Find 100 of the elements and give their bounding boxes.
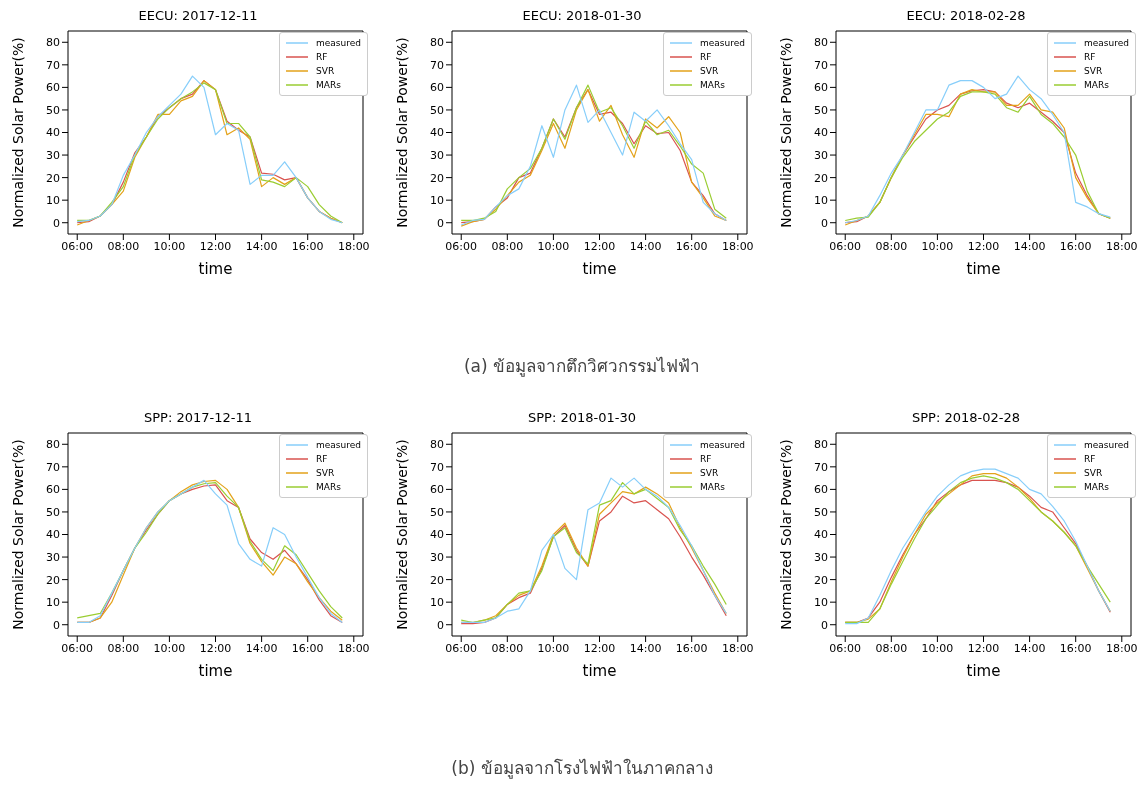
y-tick-label: 0 [821, 216, 828, 230]
x-tick-label: 06:00 [445, 239, 478, 253]
x-tick-label: 12:00 [583, 239, 616, 253]
legend-label: RF [700, 52, 712, 62]
x-tick-label: 10:00 [153, 641, 186, 655]
legend-label: SVR [700, 468, 719, 478]
y-tick-label: 10 [46, 194, 60, 208]
x-tick-label: 18:00 [1105, 641, 1137, 655]
x-tick-label: 18:00 [721, 239, 754, 253]
y-tick-label: 80 [46, 438, 60, 452]
legend-label: measured [1084, 440, 1129, 450]
x-tick-label: 06:00 [445, 641, 478, 655]
text: (b) ข้อมูลจากโรงไฟฟ้าในภาคกลาง [451, 757, 713, 781]
x-tick-label: 12:00 [967, 641, 1000, 655]
y-axis-title: Normalized Solar Power(%) [9, 37, 26, 228]
legend-label: measured [700, 38, 745, 48]
y-tick-label: 20 [814, 171, 828, 185]
y-axis-title: Normalized Solar Power(%) [9, 439, 26, 630]
y-tick-label: 40 [814, 126, 828, 140]
legend-label: SVR [316, 66, 335, 76]
y-tick-label: 70 [814, 58, 828, 72]
x-tick-label: 08:00 [107, 239, 140, 253]
y-tick-label: 40 [46, 126, 60, 140]
y-tick-label: 30 [430, 148, 444, 162]
legend-label: SVR [1084, 468, 1103, 478]
y-tick-label: 50 [814, 103, 828, 117]
x-tick-label: 14:00 [629, 641, 662, 655]
y-tick-label: 60 [814, 81, 828, 95]
y-tick-label: 30 [46, 148, 60, 162]
y-tick-label: 0 [821, 618, 828, 632]
y-tick-label: 0 [437, 618, 444, 632]
chart-title: SPP: 2018-01-30 [527, 410, 637, 427]
x-tick-label: 14:00 [245, 641, 278, 655]
y-tick-label: 40 [430, 126, 444, 140]
y-tick-label: 60 [46, 483, 60, 497]
chart-title: EECU: 2017-12-11 [137, 8, 259, 25]
text: (a) ข้อมูลจากตึกวิศวกรรมไฟฟ้า [463, 355, 701, 379]
x-tick-label: 06:00 [61, 641, 94, 655]
legend-label: RF [1084, 52, 1096, 62]
chart-title: EECU: 2018-02-28 [905, 8, 1027, 25]
y-tick-label: 20 [46, 573, 60, 587]
x-tick-label: 10:00 [537, 239, 570, 253]
legend-label: SVR [316, 468, 335, 478]
legend-label: MARs [1084, 80, 1109, 90]
x-tick-label: 06:00 [829, 239, 862, 253]
x-tick-label: 12:00 [583, 641, 616, 655]
y-axis-title: Normalized Solar Power(%) [393, 37, 410, 228]
y-tick-label: 80 [814, 438, 828, 452]
y-tick-label: 70 [46, 460, 60, 474]
y-tick-label: 20 [430, 171, 444, 185]
y-tick-label: 60 [430, 483, 444, 497]
chart-title: EECU: 2018-01-30 [521, 8, 643, 25]
x-tick-label: 10:00 [153, 239, 186, 253]
x-tick-label: 12:00 [967, 239, 1000, 253]
x-tick-label: 14:00 [245, 239, 278, 253]
x-tick-label: 12:00 [199, 239, 232, 253]
x-axis-title: time [966, 260, 1001, 278]
y-tick-label: 70 [46, 58, 60, 72]
x-tick-label: 06:00 [829, 641, 862, 655]
y-tick-label: 10 [430, 194, 444, 208]
y-tick-label: 80 [814, 36, 828, 50]
legend-label: measured [316, 440, 361, 450]
y-tick-label: 50 [430, 505, 444, 519]
legend-label: MARs [1084, 482, 1109, 492]
x-tick-label: 08:00 [875, 641, 908, 655]
y-tick-label: 20 [46, 171, 60, 185]
x-tick-label: 14:00 [629, 239, 662, 253]
legend-label: measured [316, 38, 361, 48]
y-tick-label: 30 [814, 148, 828, 162]
y-tick-label: 30 [814, 550, 828, 564]
legend-label: RF [316, 454, 328, 464]
y-tick-label: 40 [430, 528, 444, 542]
x-tick-label: 16:00 [675, 641, 708, 655]
y-tick-label: 80 [430, 438, 444, 452]
x-tick-label: 06:00 [61, 239, 94, 253]
y-axis-title: Normalized Solar Power(%) [777, 439, 794, 630]
x-tick-label: 14:00 [1013, 641, 1046, 655]
x-axis-title: time [966, 662, 1001, 680]
x-tick-label: 16:00 [675, 239, 708, 253]
legend-label: MARs [316, 482, 341, 492]
x-tick-label: 16:00 [1059, 239, 1092, 253]
y-tick-label: 70 [814, 460, 828, 474]
y-tick-label: 70 [430, 58, 444, 72]
chart-title: SPP: 2017-12-11 [143, 410, 253, 427]
x-axis-title: time [582, 260, 617, 278]
x-tick-label: 08:00 [107, 641, 140, 655]
y-tick-label: 80 [430, 36, 444, 50]
y-tick-label: 30 [430, 550, 444, 564]
y-tick-label: 40 [46, 528, 60, 542]
y-tick-label: 10 [430, 596, 444, 610]
x-tick-label: 16:00 [291, 641, 324, 655]
x-tick-label: 12:00 [199, 641, 232, 655]
x-axis-title: time [198, 662, 233, 680]
x-tick-label: 10:00 [921, 641, 954, 655]
x-tick-label: 18:00 [337, 239, 370, 253]
legend-label: RF [700, 454, 712, 464]
y-tick-label: 60 [814, 483, 828, 497]
x-axis-title: time [582, 662, 617, 680]
y-tick-label: 60 [430, 81, 444, 95]
x-tick-label: 08:00 [875, 239, 908, 253]
